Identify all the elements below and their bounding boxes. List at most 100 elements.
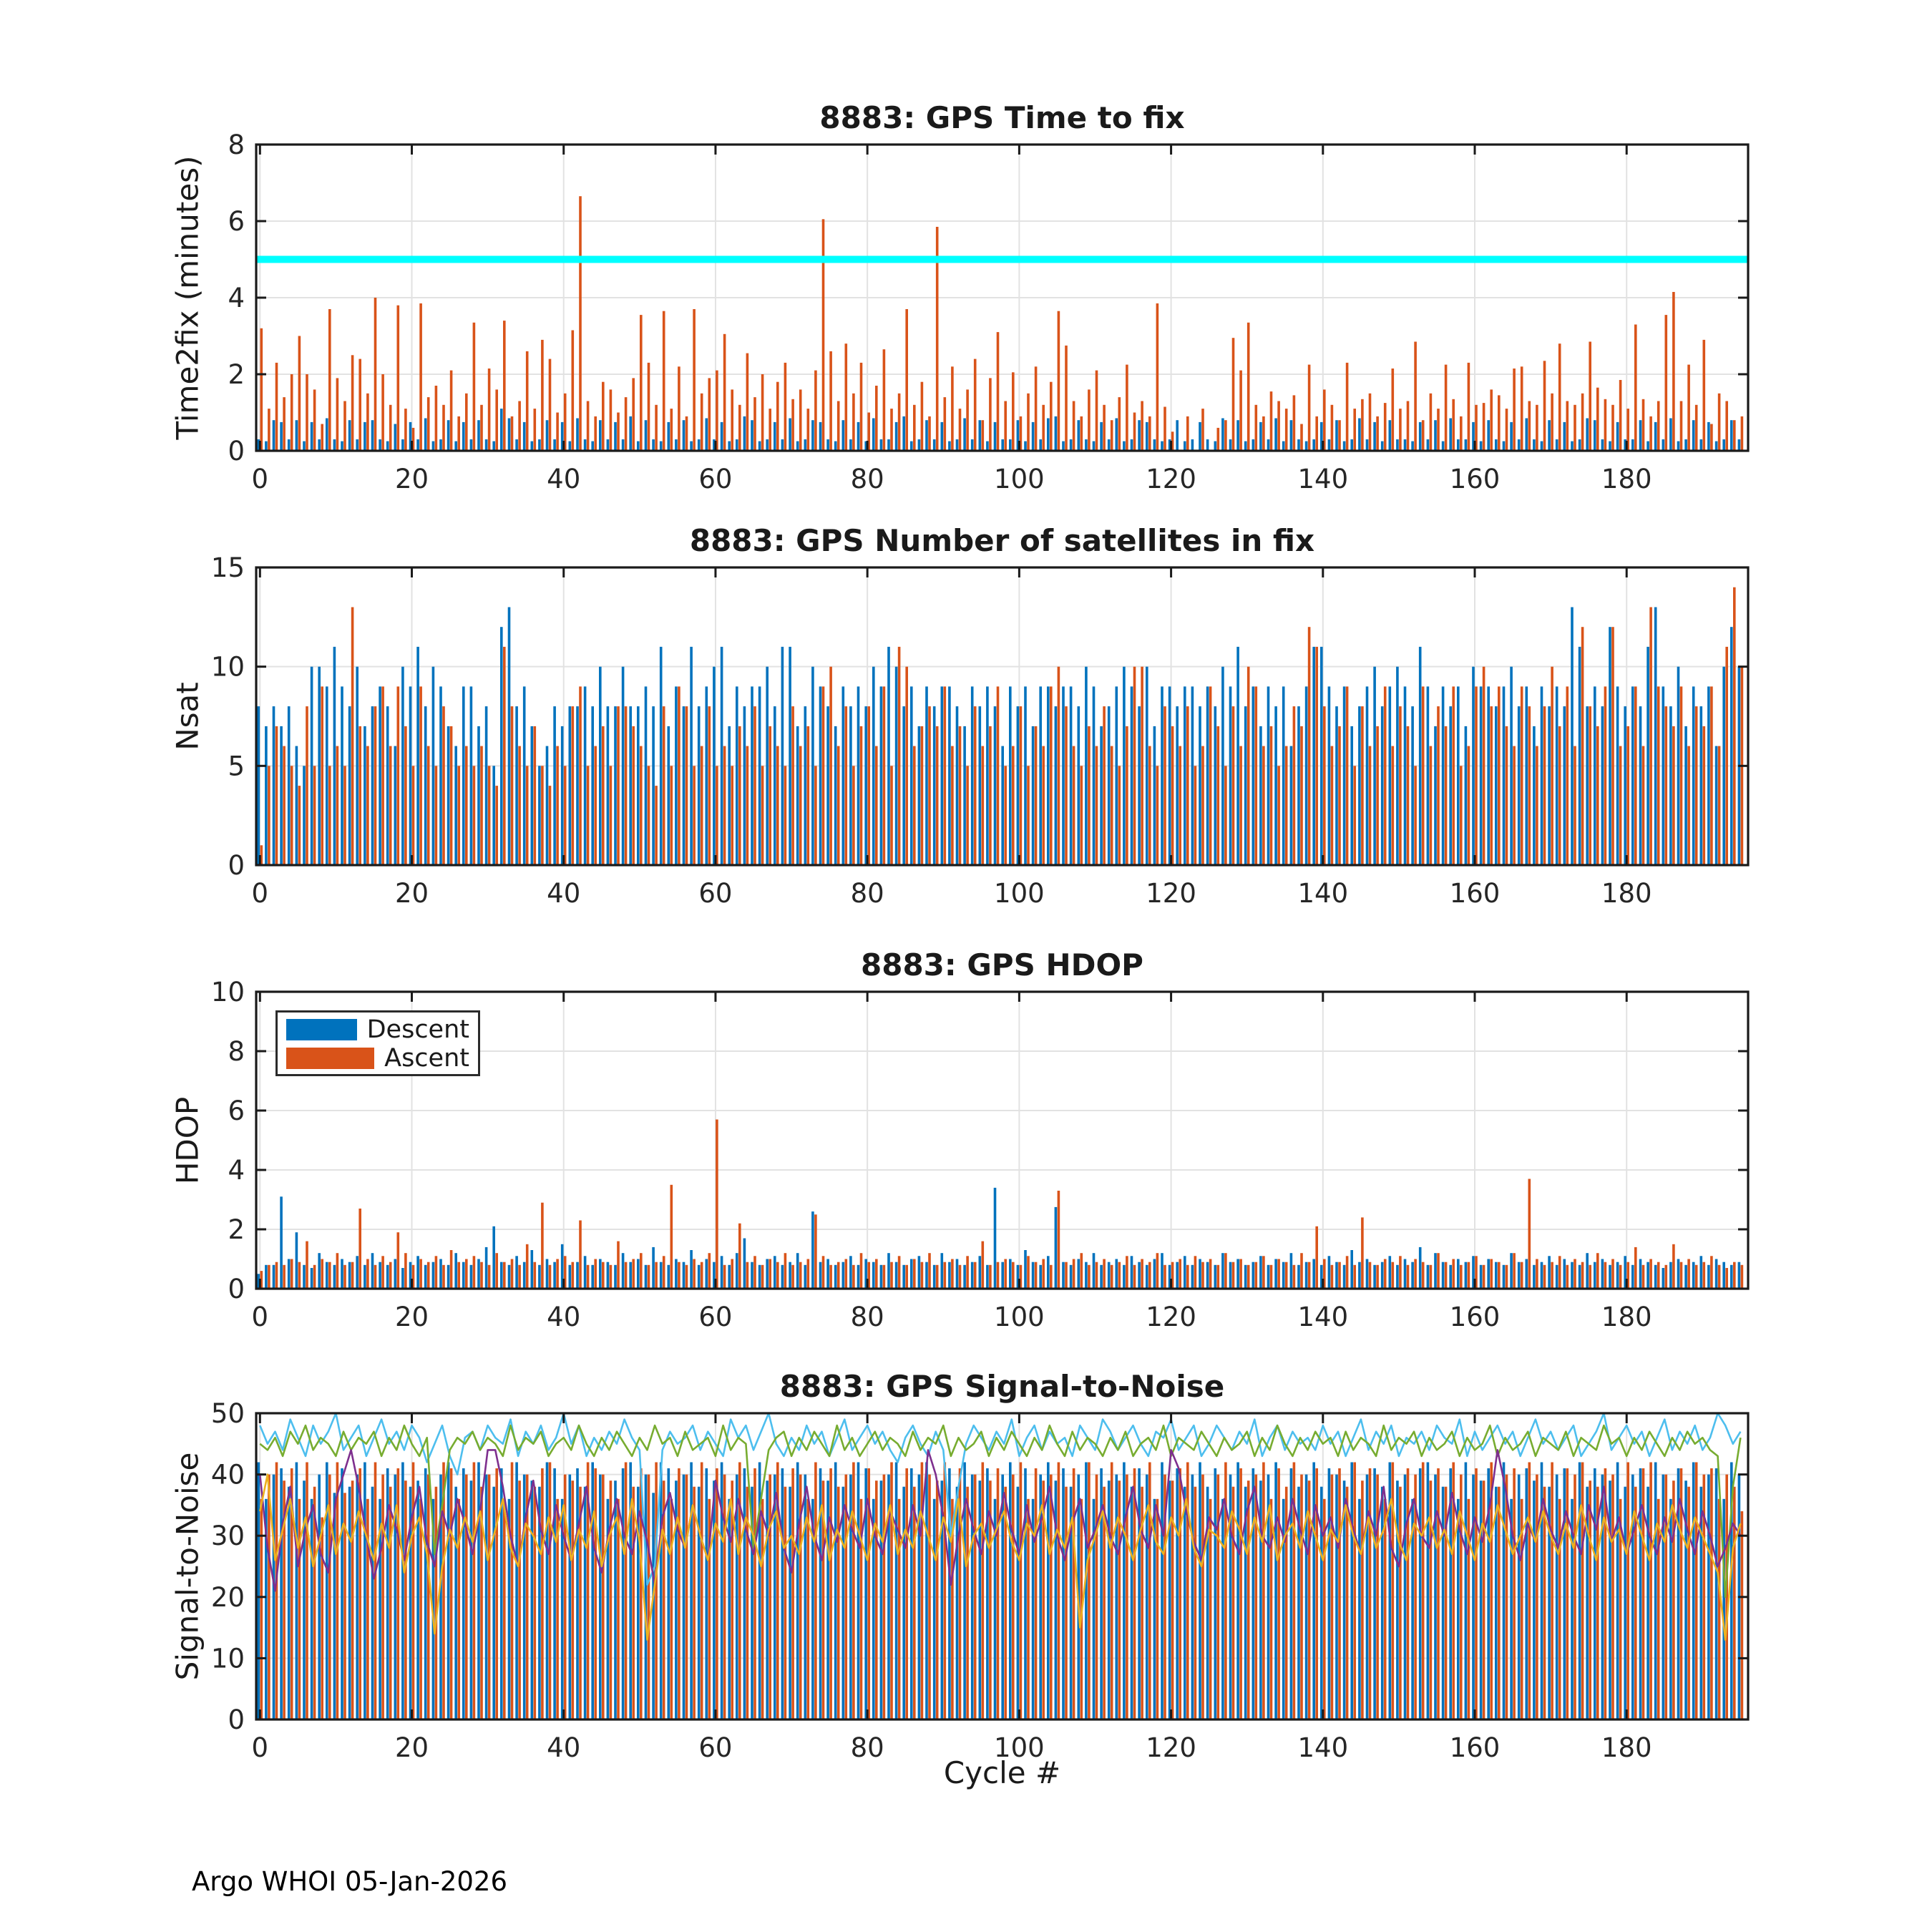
tick-marks bbox=[256, 1412, 1748, 1721]
svg-text:4: 4 bbox=[228, 283, 245, 313]
grid-lines bbox=[256, 145, 1748, 451]
bars-descent bbox=[257, 409, 1741, 451]
svg-text:100: 100 bbox=[994, 878, 1045, 909]
svg-text:120: 120 bbox=[1146, 1302, 1196, 1332]
legend-label-descent: Descent bbox=[366, 1015, 469, 1044]
svg-text:50: 50 bbox=[211, 1398, 245, 1429]
svg-text:0: 0 bbox=[252, 878, 269, 909]
time-to-fix-plot: 0 20 40 60 80 100 120 140 160 180 0 2 4 6 8 bbox=[228, 130, 1750, 494]
svg-text:60: 60 bbox=[698, 1302, 732, 1332]
x-axis-label: Cycle # bbox=[943, 1755, 1061, 1790]
svg-text:0: 0 bbox=[252, 1302, 269, 1332]
svg-text:140: 140 bbox=[1297, 1732, 1348, 1763]
tick-labels: 0 20 40 60 80 100 120 140 160 180 0 5 10 15 bbox=[211, 552, 1652, 909]
svg-text:5: 5 bbox=[228, 751, 245, 781]
svg-text:2: 2 bbox=[228, 1214, 245, 1245]
svg-text:180: 180 bbox=[1601, 1732, 1652, 1763]
svg-text:100: 100 bbox=[994, 1732, 1045, 1763]
svg-text:120: 120 bbox=[1146, 878, 1196, 909]
axes-box bbox=[255, 1412, 1750, 1721]
svg-text:60: 60 bbox=[698, 878, 732, 909]
svg-text:6: 6 bbox=[228, 206, 245, 237]
axes-box bbox=[255, 990, 1750, 1290]
svg-text:80: 80 bbox=[851, 464, 884, 494]
chart-title-time-to-fix: 8883: GPS Time to fix bbox=[819, 100, 1185, 135]
svg-text:160: 160 bbox=[1450, 878, 1501, 909]
svg-text:140: 140 bbox=[1297, 1302, 1348, 1332]
snr-line-yellow bbox=[259, 1473, 1742, 1641]
bars-descent bbox=[257, 607, 1741, 865]
legend: Descent Ascent bbox=[275, 1010, 480, 1076]
svg-text:140: 140 bbox=[1297, 464, 1348, 494]
svg-text:0: 0 bbox=[228, 436, 245, 467]
svg-text:160: 160 bbox=[1450, 1732, 1501, 1763]
svg-text:40: 40 bbox=[547, 1732, 580, 1763]
svg-text:180: 180 bbox=[1601, 1302, 1652, 1332]
svg-text:20: 20 bbox=[395, 464, 429, 494]
svg-text:60: 60 bbox=[698, 464, 732, 494]
svg-text:20: 20 bbox=[395, 878, 429, 909]
svg-text:160: 160 bbox=[1450, 1302, 1501, 1332]
svg-text:10: 10 bbox=[211, 977, 245, 1008]
svg-text:80: 80 bbox=[851, 1302, 884, 1332]
svg-text:8: 8 bbox=[228, 130, 245, 160]
grid-lines bbox=[256, 992, 1748, 1289]
snr-line-cyan bbox=[259, 1412, 1742, 1586]
bars-descent bbox=[257, 1187, 1741, 1289]
descent-color-swatch bbox=[286, 1019, 357, 1040]
hdop-plot: 0 20 40 60 80 100 120 140 160 180 0 2 4 6 8 10 bbox=[211, 977, 1750, 1332]
tick-marks bbox=[256, 143, 1748, 452]
svg-text:0: 0 bbox=[228, 850, 245, 881]
axes-box bbox=[255, 566, 1750, 867]
nsat-plot: 0 20 40 60 80 100 120 140 160 180 0 5 10 15 bbox=[211, 552, 1750, 909]
bars-ascent bbox=[260, 196, 1744, 452]
legend-row-ascent: Ascent bbox=[286, 1044, 469, 1073]
svg-text:0: 0 bbox=[228, 1274, 245, 1304]
svg-text:2: 2 bbox=[228, 359, 245, 390]
bars-ascent bbox=[260, 1462, 1744, 1719]
svg-text:15: 15 bbox=[211, 552, 245, 583]
svg-text:40: 40 bbox=[211, 1460, 245, 1491]
snr-plot: 0 20 40 60 80 100 120 140 160 180 0 10 20 30 40 50 bbox=[211, 1398, 1750, 1763]
svg-text:4: 4 bbox=[228, 1155, 245, 1186]
svg-text:40: 40 bbox=[547, 1302, 580, 1332]
snr-line-green bbox=[259, 1424, 1742, 1599]
legend-label-ascent: Ascent bbox=[384, 1044, 469, 1073]
svg-text:40: 40 bbox=[547, 878, 580, 909]
svg-text:100: 100 bbox=[994, 464, 1045, 494]
svg-text:120: 120 bbox=[1146, 464, 1196, 494]
svg-text:60: 60 bbox=[698, 1732, 732, 1763]
tick-labels: 0 20 40 60 80 100 120 140 160 180 0 10 20 30 40 50 bbox=[211, 1398, 1652, 1763]
ascent-color-swatch bbox=[286, 1048, 375, 1069]
svg-text:20: 20 bbox=[395, 1732, 429, 1763]
tick-labels: 0 20 40 60 80 100 120 140 160 180 0 2 4 6 8 10 bbox=[211, 977, 1652, 1332]
svg-text:40: 40 bbox=[547, 464, 580, 494]
bars-descent bbox=[257, 1462, 1741, 1719]
figure-footer: Argo WHOI 05-Jan-2026 bbox=[192, 1866, 508, 1897]
chart-title-snr: 8883: GPS Signal-to-Noise bbox=[779, 1369, 1225, 1404]
svg-text:180: 180 bbox=[1601, 464, 1652, 494]
legend-row-descent: Descent bbox=[286, 1015, 469, 1044]
svg-text:0: 0 bbox=[228, 1704, 245, 1735]
svg-text:8: 8 bbox=[228, 1036, 245, 1067]
svg-text:80: 80 bbox=[851, 1732, 884, 1763]
snr-line-purple bbox=[259, 1449, 1742, 1592]
svg-text:20: 20 bbox=[395, 1302, 429, 1332]
svg-text:160: 160 bbox=[1450, 464, 1501, 494]
svg-text:100: 100 bbox=[994, 1302, 1045, 1332]
svg-text:80: 80 bbox=[851, 878, 884, 909]
bars-ascent bbox=[260, 587, 1744, 865]
tick-labels: 0 20 40 60 80 100 120 140 160 180 0 2 4 6 8 bbox=[228, 130, 1652, 494]
tick-marks bbox=[256, 990, 1748, 1290]
svg-text:0: 0 bbox=[252, 1732, 269, 1763]
svg-text:180: 180 bbox=[1601, 878, 1652, 909]
svg-text:120: 120 bbox=[1146, 1732, 1196, 1763]
svg-text:10: 10 bbox=[211, 1643, 245, 1674]
svg-text:6: 6 bbox=[228, 1096, 245, 1126]
chart-title-nsat: 8883: GPS Number of satellites in fix bbox=[689, 523, 1315, 558]
bars-ascent bbox=[260, 1119, 1744, 1289]
svg-text:10: 10 bbox=[211, 652, 245, 683]
tick-marks bbox=[256, 566, 1748, 867]
chart-title-hdop: 8883: GPS HDOP bbox=[861, 947, 1143, 982]
